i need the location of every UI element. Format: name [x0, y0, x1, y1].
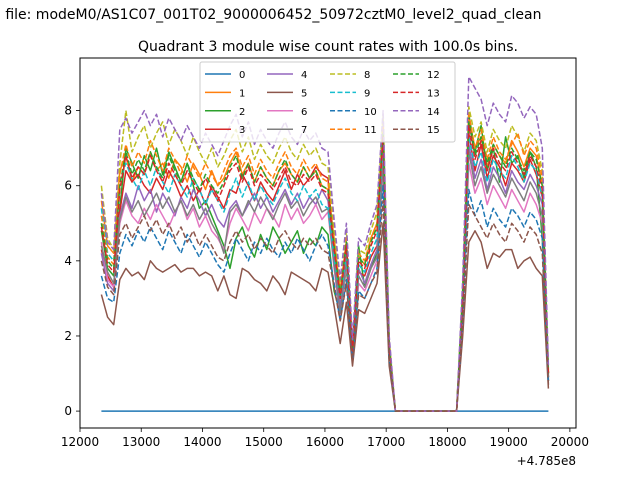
legend-item-5[interactable]: 5 — [267, 88, 307, 99]
series-layer — [100, 76, 550, 412]
legend-label: 13 — [427, 88, 440, 99]
x-offset-label: +4.785e8 — [517, 454, 576, 468]
legend-label: 2 — [239, 107, 245, 118]
legend-label: 8 — [364, 70, 370, 81]
x-tick-label: 14000 — [183, 435, 221, 449]
series-line-15 — [100, 199, 550, 412]
legend-item-8[interactable]: 8 — [330, 70, 370, 81]
legend-item-0[interactable]: 0 — [205, 70, 245, 81]
legend-item-15[interactable]: 15 — [393, 125, 440, 136]
y-tick-label: 2 — [64, 329, 72, 343]
legend-item-14[interactable]: 14 — [393, 107, 440, 118]
series-line-11 — [100, 113, 550, 412]
legend-item-10[interactable]: 10 — [330, 107, 377, 118]
y-tick-label: 0 — [64, 404, 72, 418]
legend-item-7[interactable]: 7 — [267, 125, 307, 136]
legend-label: 1 — [239, 88, 245, 99]
legend-item-12[interactable]: 12 — [393, 70, 440, 81]
x-tick-label: 16000 — [306, 435, 344, 449]
series-line-5 — [100, 222, 550, 412]
legend-item-4[interactable]: 4 — [267, 70, 307, 81]
figure-suptitle: n file: modeM0/AS1C07_001T02_9000006452_… — [0, 7, 541, 23]
legend-label: 12 — [427, 70, 440, 81]
y-tick-label: 6 — [64, 179, 72, 193]
legend-label: 4 — [301, 70, 307, 81]
y-tick-label: 8 — [64, 104, 72, 118]
legend-label: 15 — [427, 125, 440, 136]
chart-title: Quadrant 3 module wise count rates with … — [138, 39, 518, 55]
x-tick-label: 18000 — [428, 435, 466, 449]
legend-label: 6 — [301, 107, 307, 118]
legend-label: 0 — [239, 70, 245, 81]
legend-item-1[interactable]: 1 — [205, 88, 245, 99]
legend-label: 14 — [427, 107, 440, 118]
series-line-7 — [100, 151, 550, 412]
x-tick-label: 17000 — [367, 435, 405, 449]
y-tick-label: 4 — [64, 254, 72, 268]
x-tick-label: 12000 — [61, 435, 99, 449]
legend-item-13[interactable]: 13 — [393, 88, 440, 99]
plot-frame — [79, 57, 577, 429]
legend-label: 7 — [301, 125, 307, 136]
legend-item-3[interactable]: 3 — [205, 125, 245, 136]
x-tick-label: 20000 — [551, 435, 589, 449]
legend-label: 3 — [239, 125, 245, 136]
legend-box — [199, 61, 456, 143]
y-axis: 0 2 4 6 8 — [64, 104, 80, 418]
x-tick-label: 13000 — [122, 435, 160, 449]
legend-label: 11 — [364, 125, 377, 136]
series-line-12 — [100, 121, 550, 412]
legend-item-9[interactable]: 9 — [330, 88, 370, 99]
x-tick-label: 15000 — [245, 435, 283, 449]
legend-label: 5 — [301, 88, 307, 99]
legend-item-2[interactable]: 2 — [205, 107, 245, 118]
x-tick-label: 19000 — [490, 435, 528, 449]
series-line-4 — [100, 143, 550, 412]
series-line-13 — [100, 124, 550, 412]
legend-label: 10 — [364, 107, 377, 118]
series-line-8 — [100, 106, 550, 412]
legend-label: 9 — [364, 88, 370, 99]
legend-item-6[interactable]: 6 — [267, 107, 307, 118]
x-axis: 12000 13000 14000 15000 16000 17000 18000 19000… — [61, 428, 589, 449]
series-line-14 — [100, 76, 550, 412]
series-line-10 — [100, 184, 550, 412]
legend-item-11[interactable]: 11 — [330, 125, 377, 136]
